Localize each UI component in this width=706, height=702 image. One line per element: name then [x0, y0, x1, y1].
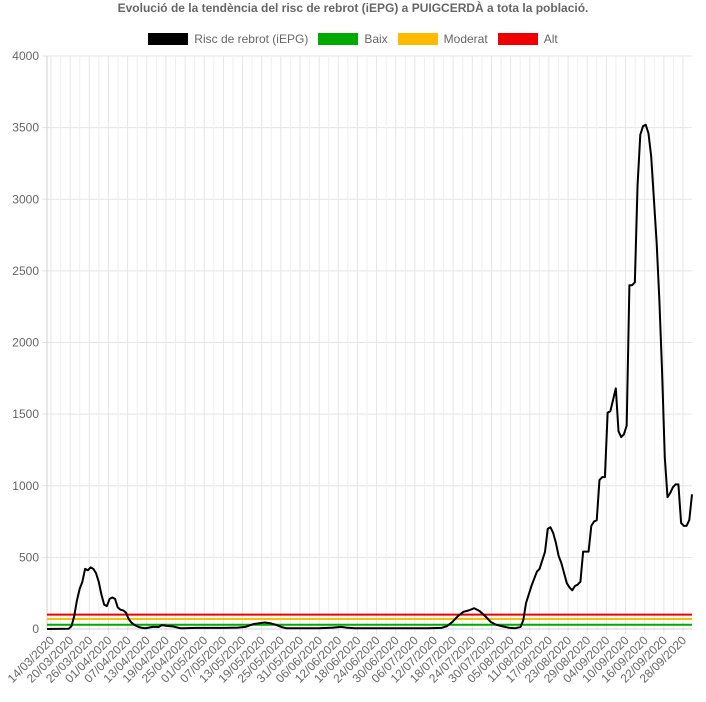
legend-item[interactable]: Alt	[497, 32, 558, 46]
y-tick-label: 2500	[12, 264, 39, 278]
legend-label: Moderat	[443, 32, 488, 46]
y-tick-label: 500	[19, 550, 39, 564]
y-tick-label: 4000	[12, 49, 39, 63]
legend-swatch	[148, 33, 189, 45]
legend-swatch	[497, 33, 538, 45]
y-tick-label: 3000	[12, 192, 39, 206]
legend-label: Baix	[364, 32, 388, 46]
legend-swatch	[318, 33, 359, 45]
legend: Risc de rebrot (iEPG) Baix Moderat Alt	[0, 32, 706, 46]
legend-item[interactable]: Baix	[318, 32, 388, 46]
y-tick-label: 1500	[12, 407, 39, 421]
y-tick-label: 0	[32, 622, 39, 636]
legend-item[interactable]: Risc de rebrot (iEPG)	[148, 32, 308, 46]
y-tick-label: 2000	[12, 336, 39, 350]
y-tick-label: 1000	[12, 479, 39, 493]
y-tick-label: 3500	[12, 121, 39, 135]
legend-swatch	[397, 33, 438, 45]
legend-label: Alt	[543, 32, 558, 46]
series-line	[46, 123, 693, 630]
legend-label: Risc de rebrot (iEPG)	[194, 32, 309, 46]
legend-item[interactable]: Moderat	[397, 32, 488, 46]
chart-title: Evolució de la tendència del risc de reb…	[117, 1, 589, 15]
